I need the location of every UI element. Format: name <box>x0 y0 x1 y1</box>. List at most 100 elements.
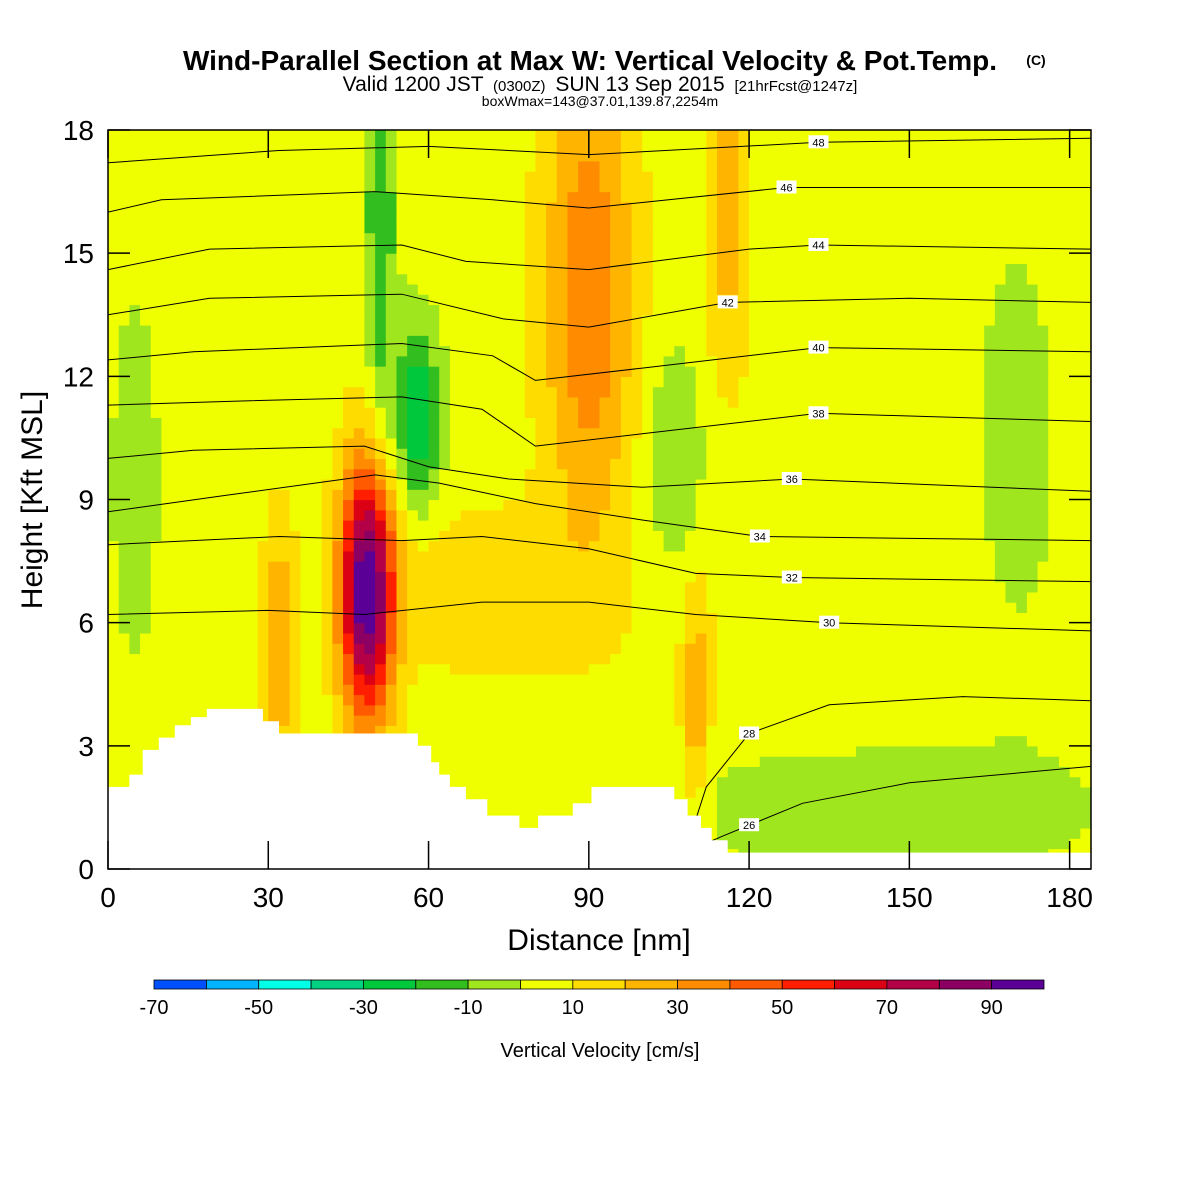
w-cell <box>332 130 344 141</box>
w-cell <box>738 776 750 788</box>
w-cell <box>214 294 227 306</box>
w-cell <box>257 263 269 275</box>
w-cell <box>161 694 173 706</box>
w-cell <box>556 509 569 521</box>
w-cell <box>620 684 633 696</box>
w-cell <box>610 191 622 203</box>
w-cell <box>353 591 366 603</box>
w-cell <box>674 735 686 747</box>
w-cell <box>546 140 558 152</box>
w-cell <box>172 520 184 531</box>
w-cell <box>172 684 184 696</box>
w-cell <box>684 704 697 716</box>
w-cell <box>300 253 312 265</box>
w-cell <box>535 427 547 439</box>
w-cell <box>311 273 323 285</box>
w-cell <box>695 191 707 203</box>
w-cell <box>524 222 536 234</box>
w-cell <box>578 745 590 757</box>
w-cell <box>535 160 547 172</box>
w-cell <box>481 550 494 562</box>
w-cell <box>140 684 152 696</box>
w-cell <box>706 448 718 460</box>
w-cell <box>246 653 259 665</box>
w-cell <box>140 591 152 603</box>
w-cell <box>791 181 804 193</box>
w-cell <box>150 478 163 490</box>
w-cell <box>407 253 419 265</box>
w-cell <box>343 571 355 583</box>
w-cell <box>193 417 205 429</box>
w-cell <box>535 376 547 388</box>
w-cell <box>375 725 387 737</box>
w-cell <box>823 396 836 408</box>
w-cell <box>332 253 344 265</box>
w-cell <box>642 273 654 285</box>
w-cell <box>129 602 141 613</box>
w-cell <box>567 407 579 418</box>
w-cell <box>556 591 569 603</box>
w-cell <box>684 540 697 552</box>
w-cell <box>770 283 782 295</box>
w-cell <box>289 171 301 182</box>
w-cell <box>300 704 312 716</box>
w-cell <box>813 253 825 265</box>
w-cell <box>193 694 205 706</box>
w-cell <box>620 376 633 388</box>
w-cell <box>620 201 633 213</box>
w-cell <box>375 130 387 141</box>
w-cell <box>770 468 782 480</box>
w-cell <box>620 561 633 572</box>
w-cell <box>727 817 739 829</box>
w-cell <box>449 417 462 429</box>
w-cell <box>278 561 291 572</box>
w-cell <box>321 191 333 203</box>
w-cell <box>140 715 152 726</box>
w-cell <box>503 756 515 767</box>
w-cell <box>503 212 515 223</box>
w-cell <box>300 407 312 418</box>
w-cell <box>706 345 718 357</box>
w-cell <box>514 396 526 408</box>
w-cell <box>717 797 729 809</box>
w-cell <box>214 591 227 603</box>
w-cell <box>781 160 793 172</box>
w-cell <box>311 222 323 234</box>
w-cell <box>749 191 761 203</box>
w-cell <box>599 571 611 583</box>
w-cell <box>407 550 419 562</box>
w-cell <box>524 386 536 398</box>
w-cell <box>225 386 237 398</box>
w-cell <box>108 294 120 306</box>
w-cell <box>578 786 590 798</box>
w-cell <box>642 602 654 613</box>
w-cell <box>524 191 536 203</box>
w-cell <box>172 499 184 511</box>
w-cell <box>546 478 558 490</box>
w-cell <box>738 396 750 408</box>
w-cell <box>278 222 291 234</box>
w-cell <box>471 222 483 234</box>
w-cell <box>481 448 494 460</box>
w-cell <box>257 232 269 244</box>
w-cell <box>781 232 793 244</box>
w-cell <box>610 201 622 213</box>
w-cell <box>396 643 408 655</box>
w-cell <box>546 684 558 696</box>
w-cell <box>706 458 718 470</box>
w-cell <box>161 540 173 552</box>
w-cell <box>343 263 355 275</box>
w-cell <box>225 602 237 613</box>
w-cell <box>268 150 280 162</box>
w-cell <box>364 602 376 613</box>
w-cell <box>717 509 729 521</box>
w-cell <box>118 325 130 336</box>
w-cell <box>129 130 141 141</box>
w-cell <box>674 366 686 377</box>
w-cell <box>278 632 291 644</box>
w-cell <box>439 591 451 603</box>
w-cell <box>118 232 130 244</box>
w-cell <box>770 715 782 726</box>
w-cell <box>684 201 697 213</box>
w-cell <box>652 171 665 182</box>
